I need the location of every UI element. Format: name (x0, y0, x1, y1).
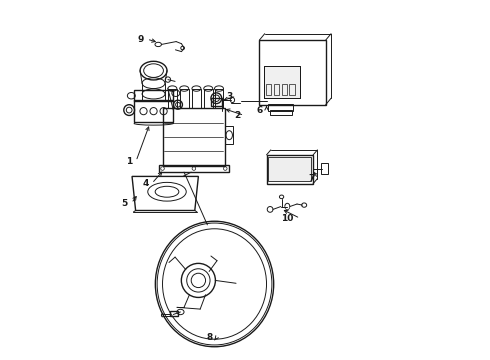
Text: 5: 5 (122, 199, 128, 208)
Bar (266, 84, 271, 95)
Bar (168, 89, 177, 108)
Text: 8: 8 (207, 333, 213, 342)
Bar (192, 89, 201, 108)
Bar (159, 165, 229, 172)
Bar (264, 66, 299, 98)
Bar (270, 111, 292, 115)
Bar (290, 84, 295, 95)
Bar (321, 163, 328, 174)
Bar (211, 98, 221, 106)
Text: 6: 6 (257, 105, 263, 114)
Bar (134, 100, 173, 122)
Bar (215, 89, 223, 108)
Bar (204, 89, 213, 108)
Text: 4: 4 (142, 179, 148, 188)
Bar (170, 311, 177, 316)
Bar (259, 40, 326, 105)
Text: 1: 1 (126, 157, 133, 166)
Text: 9: 9 (137, 35, 144, 44)
Bar (269, 104, 294, 111)
Bar (267, 155, 313, 184)
Text: 2: 2 (235, 111, 241, 120)
Bar (180, 89, 189, 108)
Text: 7: 7 (309, 174, 315, 183)
Text: 3: 3 (227, 91, 233, 100)
Bar (163, 108, 225, 166)
Bar (269, 157, 311, 181)
Bar (225, 126, 233, 144)
Bar (282, 84, 287, 95)
Bar (264, 66, 299, 98)
Text: 10: 10 (281, 214, 294, 223)
Bar (134, 90, 173, 101)
Bar (274, 84, 279, 95)
